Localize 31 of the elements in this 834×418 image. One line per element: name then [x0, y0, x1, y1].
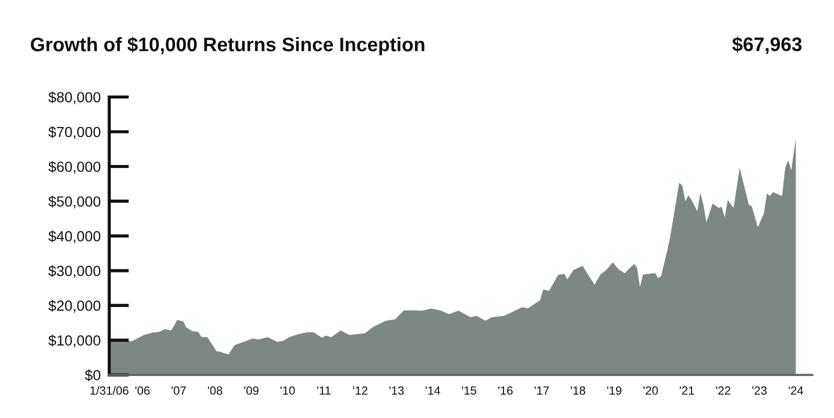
y-tick-label: $70,000 — [48, 126, 100, 139]
x-tick-label: '09 — [244, 386, 258, 395]
x-tick-label: '19 — [607, 386, 622, 395]
y-tick-label: $0 — [84, 369, 100, 382]
x-tick-label: '06 — [135, 386, 150, 395]
x-tick-label: '17 — [534, 386, 549, 395]
x-tick-label: '23 — [752, 386, 767, 395]
y-tick-label: $20,000 — [48, 300, 100, 313]
x-tick-label: '12 — [353, 386, 368, 395]
y-tick-label: $60,000 — [48, 160, 100, 174]
x-tick-label: '13 — [389, 386, 404, 395]
x-tick-label: '18 — [570, 386, 586, 395]
y-tick-label: $80,000 — [48, 91, 100, 104]
x-tick-label: '21 — [680, 386, 694, 395]
x-tick-label: 1/31/06 — [90, 386, 128, 395]
y-tick-label: $30,000 — [48, 265, 100, 278]
y-tick-label: $50,000 — [48, 196, 100, 208]
x-tick-label: '08 — [208, 386, 222, 395]
y-tick-label: $40,000 — [48, 230, 100, 244]
x-tick-label: '10 — [280, 386, 295, 395]
text: $67,963 — [732, 36, 802, 54]
chart-title: Growth of $10,000 Returns Since Inception — [30, 36, 424, 56]
x-tick-label: '16 — [498, 386, 513, 395]
x-tick-label: '15 — [462, 386, 476, 395]
x-tick-label: '14 — [426, 386, 440, 395]
x-tick-label: '07 — [172, 386, 186, 395]
x-tick-label: '22 — [716, 386, 730, 395]
y-tick-label: $10,000 — [48, 334, 100, 348]
x-tick-label: '11 — [317, 386, 331, 395]
x-tick-label: '20 — [644, 386, 658, 395]
x-tick-label: '24 — [788, 386, 804, 395]
